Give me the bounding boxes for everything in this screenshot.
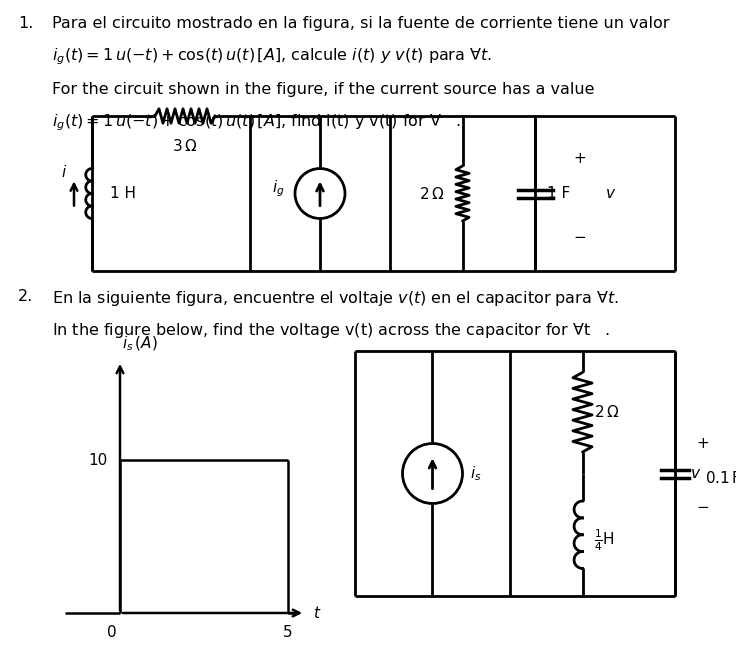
Text: $i_g(t) = 1\,u(-t) + \cos(t)\,u(t)\,[A]$, calcule $i(t)$ $y$ $v(t)$ para $\foral: $i_g(t) = 1\,u(-t) + \cos(t)\,u(t)\,[A]$… <box>52 46 492 67</box>
Text: $-$: $-$ <box>696 498 709 513</box>
Text: $3\,\Omega$: $3\,\Omega$ <box>172 138 197 154</box>
Text: $i_g$: $i_g$ <box>272 178 285 199</box>
Text: 1.: 1. <box>18 16 33 31</box>
Text: For the circuit shown in the figure, if the current source has a value: For the circuit shown in the figure, if … <box>52 82 594 97</box>
Text: $+$: $+$ <box>696 436 709 451</box>
Text: 2.: 2. <box>18 289 33 304</box>
Text: $i_s\,(A)$: $i_s\,(A)$ <box>122 335 158 353</box>
Text: 1 F: 1 F <box>546 186 570 201</box>
Text: $2\,\Omega$: $2\,\Omega$ <box>419 186 444 202</box>
Text: $\frac{1}{4}$H: $\frac{1}{4}$H <box>594 527 615 553</box>
Text: $i$: $i$ <box>61 163 67 180</box>
Text: $0.1\,$F: $0.1\,$F <box>704 469 736 486</box>
Text: $v$: $v$ <box>604 186 615 201</box>
Text: 5: 5 <box>283 625 292 640</box>
Text: 1 H: 1 H <box>110 186 136 201</box>
Text: $t$: $t$ <box>313 605 321 621</box>
Text: $i_s$: $i_s$ <box>470 464 481 483</box>
Text: $-$: $-$ <box>573 228 586 243</box>
Text: 0: 0 <box>107 625 117 640</box>
Text: En la siguiente figura, encuentre el voltaje $v(t)$ en el capacitor para $\foral: En la siguiente figura, encuentre el vol… <box>52 289 618 308</box>
Text: $2\,\Omega$: $2\,\Omega$ <box>594 404 619 421</box>
Text: $+$: $+$ <box>573 151 586 166</box>
Text: $v$: $v$ <box>689 466 701 481</box>
Text: Para el circuito mostrado en la figura, si la fuente de corriente tiene un valor: Para el circuito mostrado en la figura, … <box>52 16 669 31</box>
Text: In the figure below, find the voltage v(t) across the capacitor for $\forall$t  : In the figure below, find the voltage v(… <box>52 321 609 340</box>
Text: 10: 10 <box>88 452 108 467</box>
Text: $i_g(t) = 1\,u(-t) + \cos(t)\,u(t)\,[A]$, find i(t) y v(t) for $\forall$   .: $i_g(t) = 1\,u(-t) + \cos(t)\,u(t)\,[A]$… <box>52 112 460 133</box>
